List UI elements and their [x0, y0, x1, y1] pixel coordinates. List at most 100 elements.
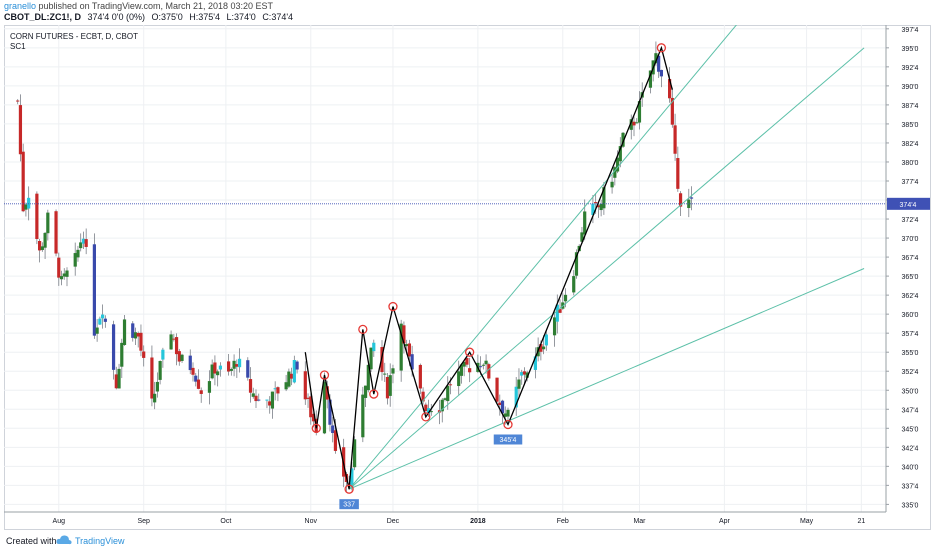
- chart-grid: [4, 25, 886, 512]
- candle: [689, 186, 694, 211]
- candle: [303, 361, 307, 405]
- price-chart[interactable]: CORN FUTURES - ECBT, D, CBOT SC1 337 345'…: [4, 25, 931, 530]
- candle: [322, 372, 327, 435]
- candle-body: [657, 55, 661, 72]
- candle-body: [668, 79, 672, 99]
- created-with-label: Created with: [6, 536, 57, 546]
- candle: [363, 385, 368, 408]
- candle: [216, 369, 220, 387]
- candle: [207, 370, 212, 405]
- candle-body: [503, 413, 507, 417]
- y-tick-label: 362'4: [902, 293, 919, 300]
- candle: [361, 386, 365, 443]
- candle: [257, 393, 261, 402]
- candle-body: [426, 408, 431, 415]
- tradingview-brand[interactable]: TradingView: [75, 536, 125, 546]
- candle-body: [572, 276, 576, 293]
- candle: [309, 393, 313, 425]
- candle-body: [180, 354, 184, 361]
- candle: [421, 387, 425, 405]
- publish-header: granello published on TradingView.com, M…: [0, 0, 932, 24]
- candle-body: [199, 390, 203, 394]
- candle-body: [248, 379, 253, 393]
- candle-body: [27, 197, 31, 209]
- candle-body: [38, 240, 42, 251]
- candle: [270, 391, 275, 419]
- candle: [306, 393, 310, 408]
- y-tick-label: 365'0: [902, 274, 919, 281]
- pivot-circle: [369, 389, 379, 399]
- x-tick-label: Aug: [53, 518, 66, 525]
- candle-body: [136, 332, 140, 337]
- candle-body: [287, 371, 291, 387]
- y-tick-label: 372'4: [902, 217, 919, 224]
- x-tick-label: Mar: [633, 518, 646, 525]
- candle-body: [613, 167, 617, 178]
- x-tick-label: 2018: [470, 518, 486, 525]
- candle: [632, 116, 636, 137]
- candle-body: [615, 157, 620, 172]
- candle-body: [254, 395, 258, 402]
- candle: [273, 381, 277, 401]
- y-tick-label: 355'0: [902, 350, 919, 357]
- candle: [572, 270, 576, 296]
- candle: [180, 353, 184, 363]
- candle: [517, 368, 521, 397]
- y-tick-label: 395'0: [902, 46, 919, 53]
- candle-body: [689, 197, 694, 199]
- candle-body: [57, 257, 61, 278]
- candle-body: [591, 203, 595, 215]
- candle-body: [361, 394, 365, 438]
- candle-body: [333, 430, 338, 451]
- candle: [155, 372, 159, 398]
- candle: [465, 356, 469, 368]
- candle: [484, 354, 488, 374]
- candle-body: [594, 202, 598, 204]
- y-tick-label: 385'0: [902, 122, 919, 129]
- y-tick-label: 337'4: [902, 483, 919, 490]
- candle: [27, 186, 31, 221]
- pivot-label-text: 337: [343, 502, 355, 509]
- candle-body: [265, 399, 269, 401]
- pivot-circle: [465, 347, 475, 357]
- candle: [84, 228, 88, 255]
- candle-body: [270, 391, 275, 409]
- candle: [558, 299, 562, 314]
- candle-body: [155, 381, 159, 392]
- candle-body: [369, 347, 373, 370]
- candle: [369, 347, 373, 373]
- symbol-label: CBOT_DL:ZC1!, D: [4, 12, 81, 22]
- candle-body: [276, 387, 280, 394]
- candle: [468, 357, 472, 383]
- author-link[interactable]: granello: [4, 1, 37, 11]
- close-value: C:374'4: [262, 12, 294, 22]
- candle: [621, 131, 625, 148]
- candle-body: [542, 346, 546, 350]
- candle-body: [188, 355, 192, 371]
- candle: [520, 369, 524, 385]
- candle-body: [18, 105, 23, 155]
- candle: [591, 195, 595, 224]
- candle: [188, 349, 192, 375]
- candle-body: [98, 318, 102, 325]
- candle: [139, 324, 143, 357]
- candle-body: [629, 119, 633, 130]
- candle-body: [481, 364, 485, 366]
- candle: [676, 146, 680, 192]
- candle-body: [40, 246, 44, 250]
- chart-frame: [4, 25, 931, 530]
- candle: [668, 67, 672, 103]
- candle-body: [169, 334, 173, 350]
- y-tick-label: 350'0: [902, 388, 919, 395]
- candle-body: [673, 125, 677, 154]
- y-tick-label: 367'4: [902, 255, 919, 262]
- candle-body: [306, 397, 310, 399]
- candle-body: [610, 181, 614, 188]
- candle: [459, 363, 464, 384]
- pivot-circle: [656, 43, 667, 53]
- candle: [290, 367, 294, 386]
- candle-body: [325, 386, 329, 400]
- pivot-label-text: 345'4: [500, 437, 517, 444]
- candle: [40, 242, 44, 252]
- candle-body: [59, 276, 64, 280]
